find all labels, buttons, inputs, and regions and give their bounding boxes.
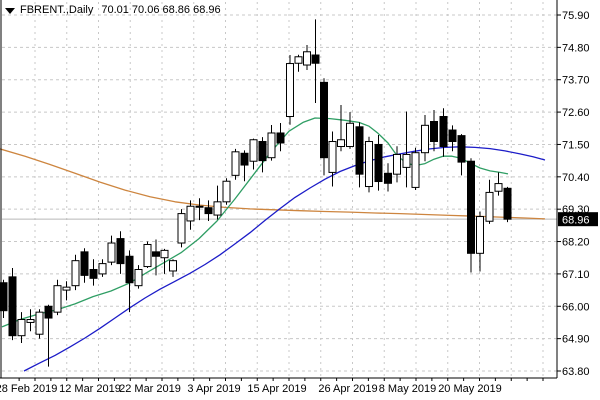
candle-bull bbox=[286, 63, 294, 118]
candle-bear bbox=[44, 305, 53, 319]
candle-bull bbox=[421, 124, 429, 154]
chart-title-ohlc: 70.01 70.06 68.86 68.96 bbox=[101, 4, 221, 16]
chart-title-bar: FBRENT.,Daily 70.01 70.06 68.86 68.96 bbox=[5, 3, 221, 17]
candle-bull bbox=[476, 216, 484, 254]
candle-bull bbox=[402, 153, 411, 168]
candle-bull bbox=[134, 268, 143, 287]
candle-bull bbox=[71, 260, 80, 287]
ma-mid-blue bbox=[23, 146, 546, 372]
candle-bull bbox=[160, 249, 169, 259]
candle-bear bbox=[311, 54, 320, 64]
candle-bear bbox=[448, 129, 457, 143]
x-axis-date-label: 26 Apr 2019 bbox=[318, 383, 377, 395]
candle-bull bbox=[62, 286, 71, 291]
candle-bull bbox=[411, 152, 420, 188]
candle-bear bbox=[8, 276, 17, 337]
candle-bear bbox=[204, 207, 213, 215]
candle-bear bbox=[125, 255, 134, 284]
y-axis-label: 68.20 bbox=[562, 237, 590, 249]
x-axis-date-label: 8 May 2019 bbox=[379, 383, 436, 395]
candle-bear bbox=[89, 268, 98, 279]
candle-bull bbox=[177, 213, 186, 244]
candle-bear bbox=[384, 172, 392, 184]
candle-bull bbox=[53, 285, 62, 313]
candle-bull bbox=[485, 191, 494, 222]
candle-bull bbox=[143, 243, 152, 268]
x-axis-date-label: 3 Apr 2019 bbox=[187, 383, 240, 395]
candle-bull bbox=[98, 263, 107, 275]
candle-bear bbox=[80, 251, 89, 276]
candle-bull bbox=[393, 153, 401, 175]
y-axis-label: 70.40 bbox=[562, 172, 590, 184]
y-axis-label: 75.90 bbox=[562, 10, 590, 22]
y-axis-label: 72.60 bbox=[562, 107, 590, 119]
candle-bull bbox=[337, 139, 345, 148]
y-axis-label: 74.80 bbox=[562, 42, 590, 54]
x-axis-date-label: 28 Feb 2019 bbox=[0, 383, 57, 395]
candle-bull bbox=[195, 205, 204, 208]
candle-bull bbox=[26, 319, 35, 323]
y-axis-label: 71.50 bbox=[562, 139, 590, 151]
candle-bull bbox=[169, 260, 177, 272]
candle-bear bbox=[320, 81, 328, 159]
candle-bear bbox=[258, 141, 267, 162]
candle-bear bbox=[276, 132, 285, 144]
chart-menu-triangle-icon[interactable] bbox=[5, 7, 15, 14]
candle-bull bbox=[222, 180, 231, 203]
current-price-tag-label: 68.96 bbox=[562, 215, 590, 227]
candle-bull bbox=[365, 141, 373, 188]
candle-bear bbox=[467, 160, 475, 254]
candle-bear bbox=[240, 152, 249, 166]
candle-bear bbox=[457, 135, 466, 163]
y-axis-label: 64.90 bbox=[562, 334, 590, 346]
candle-bear bbox=[152, 251, 160, 257]
candle-bull bbox=[294, 56, 303, 64]
candle-bull bbox=[35, 311, 44, 335]
candle-bear bbox=[355, 126, 364, 175]
candle-bear bbox=[430, 121, 438, 143]
candle-bull bbox=[17, 319, 26, 337]
candle-bear bbox=[0, 282, 8, 312]
candle-bull bbox=[303, 51, 311, 66]
y-axis-label: 67.10 bbox=[562, 269, 590, 281]
chart-title-symbol: FBRENT.,Daily bbox=[20, 4, 94, 16]
candle-bull bbox=[346, 122, 354, 148]
candle-bear bbox=[503, 187, 512, 220]
x-axis-date-label: 22 Mar 2019 bbox=[119, 383, 181, 395]
candle-bull bbox=[107, 242, 116, 263]
y-axis-label: 63.80 bbox=[562, 366, 590, 378]
ma-slow-orange bbox=[0, 148, 546, 220]
y-axis-label: 66.00 bbox=[562, 301, 590, 313]
x-axis-date-label: 20 May 2019 bbox=[438, 383, 502, 395]
candle-bull bbox=[267, 132, 276, 159]
candle-bear bbox=[116, 238, 125, 265]
candle-bull bbox=[213, 201, 222, 216]
y-axis-label: 73.70 bbox=[562, 75, 590, 87]
candle-bear bbox=[374, 143, 383, 183]
candle-bull bbox=[231, 151, 240, 176]
candle-bull bbox=[186, 205, 195, 222]
candle-bull bbox=[494, 183, 503, 192]
current-price-tag bbox=[558, 212, 598, 227]
x-axis-date-label: 15 Apr 2019 bbox=[247, 383, 306, 395]
candle-bull bbox=[328, 141, 337, 173]
candle-bull bbox=[249, 139, 258, 162]
x-axis-date-label: 12 Mar 2019 bbox=[59, 383, 121, 395]
candle-bear bbox=[439, 116, 448, 148]
